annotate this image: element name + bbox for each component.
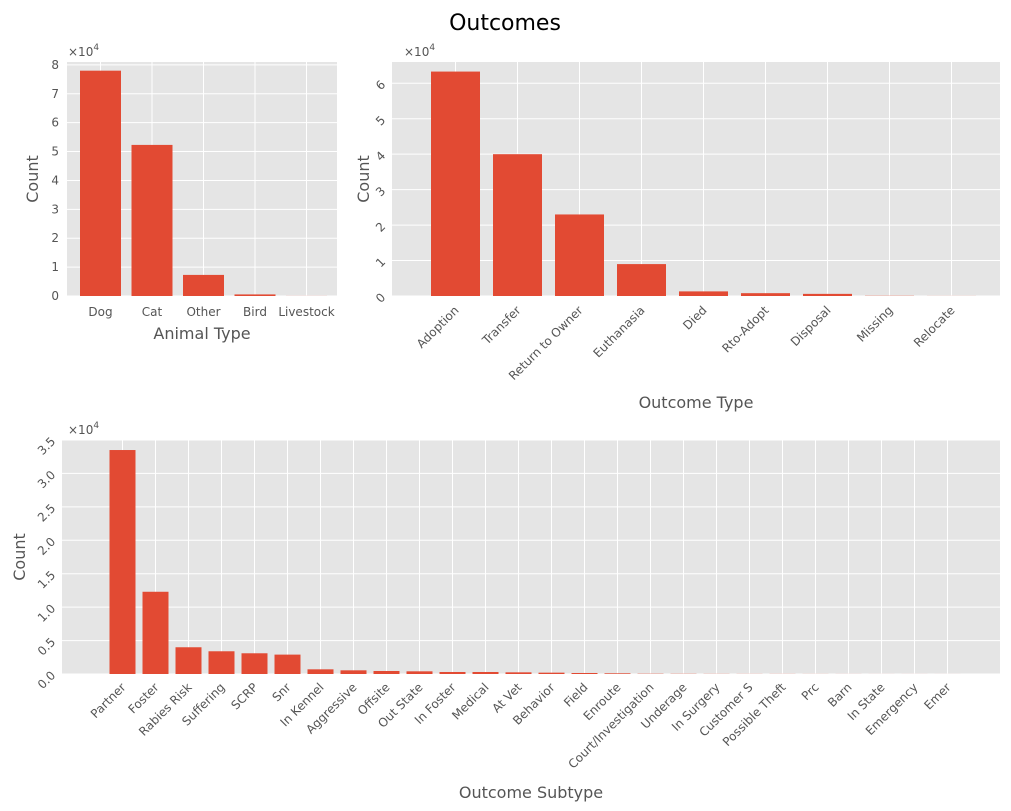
animal-y-tick-label: 0 bbox=[51, 289, 59, 303]
subtype-y-axis-label: Count bbox=[10, 533, 29, 581]
animal-y-axis-label: Count bbox=[23, 155, 42, 203]
outcome-x-tick-label: Rto-Adopt bbox=[719, 303, 772, 356]
outcome-y-axis-label: Count bbox=[354, 155, 373, 203]
subtype-y-tick-label: 0.5 bbox=[35, 635, 58, 658]
subtype-x-tick-label: Emer bbox=[921, 680, 953, 712]
bar-suffering bbox=[208, 651, 235, 674]
bar-transfer bbox=[493, 154, 542, 296]
subtype-y-tick-label: 1.0 bbox=[35, 601, 58, 624]
animal-x-tick-label: Other bbox=[186, 305, 220, 319]
outcome-y-tick-label: 4 bbox=[373, 149, 388, 164]
animal-y-tick-label: 5 bbox=[51, 145, 59, 159]
animal-type-chart: 0 1 2 3 4 5 6 7 8 Dog Cat Other Bird Livestock Animal … bbox=[23, 43, 337, 343]
figure-title: Outcomes bbox=[449, 11, 561, 36]
animal-scale-multiplier: ×104 bbox=[68, 43, 99, 59]
subtype-scale-multiplier: ×104 bbox=[68, 421, 99, 437]
bar-euthanasia bbox=[617, 264, 666, 296]
bar-field bbox=[571, 672, 598, 674]
bar-snr bbox=[274, 654, 301, 674]
bar-offsite bbox=[373, 670, 400, 674]
subtype-y-tick-label: 3.0 bbox=[35, 468, 58, 491]
animal-x-tick-label: Dog bbox=[88, 305, 112, 319]
animal-x-axis-label: Animal Type bbox=[153, 324, 250, 343]
outcome-x-axis-label: Outcome Type bbox=[639, 393, 754, 412]
animal-y-tick-label: 1 bbox=[51, 260, 59, 274]
bar-in-kennel bbox=[307, 669, 334, 674]
bar-died bbox=[679, 291, 728, 296]
subtype-y-tick-label: 2.5 bbox=[35, 501, 58, 524]
outcome-y-tick-label: 6 bbox=[373, 78, 388, 93]
bar-bird bbox=[234, 294, 276, 296]
outcome-x-tick-label: Relocate bbox=[911, 303, 958, 350]
outcome-y-tick-label: 5 bbox=[373, 113, 388, 128]
subtype-x-tick-label: Barn bbox=[825, 680, 855, 710]
bar-behavior bbox=[538, 672, 565, 674]
animal-y-tick-label: 2 bbox=[51, 231, 59, 245]
subtype-x-tick-label: Partner bbox=[88, 680, 129, 721]
bar-aggressive bbox=[340, 670, 367, 674]
subtype-x-tick-label: Prc bbox=[799, 680, 822, 703]
subtype-x-tick-label: SCRP bbox=[228, 680, 260, 712]
subtype-y-tick-label: 2.0 bbox=[35, 535, 58, 558]
bar-at-vet bbox=[505, 672, 532, 674]
animal-y-tick-label: 3 bbox=[51, 202, 59, 216]
outcome-y-tick-label: 1 bbox=[373, 255, 388, 270]
outcome-y-tick-label: 2 bbox=[373, 219, 388, 234]
subtype-x-axis-label: Outcome Subtype bbox=[459, 783, 603, 802]
animal-y-tick-label: 7 bbox=[51, 87, 59, 101]
subtype-plot-area bbox=[62, 440, 1000, 674]
bar-disposal bbox=[803, 293, 852, 296]
outcome-x-tick-label: Transfer bbox=[479, 303, 524, 348]
bar-scrp bbox=[241, 653, 268, 674]
bar-out-state bbox=[406, 671, 433, 674]
subtype-x-tick-label: Medical bbox=[449, 680, 491, 722]
bar-enroute bbox=[604, 673, 631, 674]
animal-y-tick-label: 6 bbox=[51, 116, 59, 130]
bar-rabies-risk bbox=[175, 647, 202, 674]
subtype-y-tick-label: 1.5 bbox=[35, 568, 58, 591]
subtype-y-tick-label: 0.0 bbox=[35, 668, 58, 691]
subtype-x-tick-label: Field bbox=[561, 680, 590, 709]
outcome-subtype-chart: 0.00.51.01.52.02.53.03.5PartnerFosterRab… bbox=[10, 421, 1000, 802]
bar-dog bbox=[80, 70, 121, 297]
subtype-y-tick-label: 3.5 bbox=[35, 434, 58, 457]
outcome-scale-multiplier: ×104 bbox=[404, 43, 435, 59]
bar-foster bbox=[142, 591, 169, 674]
animal-y-tick-label: 4 bbox=[51, 173, 59, 187]
animal-x-tick-label: Cat bbox=[142, 305, 163, 319]
bar-cat bbox=[131, 144, 173, 296]
outcome-y-tick-label: 3 bbox=[373, 184, 388, 199]
bar-in-foster bbox=[439, 671, 466, 674]
bar-rto-adopt bbox=[741, 293, 790, 296]
outcome-y-tick-label: 0 bbox=[373, 290, 388, 305]
bar-return-to-owner bbox=[555, 214, 604, 296]
bar-adoption bbox=[431, 71, 480, 296]
bar-medical bbox=[472, 671, 499, 674]
animal-x-tick-label: Livestock bbox=[278, 305, 334, 319]
outcome-x-tick-label: Disposal bbox=[788, 303, 834, 349]
bar-other bbox=[183, 274, 224, 296]
animal-y-tick-label: 8 bbox=[51, 58, 59, 72]
animal-x-tick-label: Bird bbox=[243, 305, 267, 319]
outcome-x-tick-label: Missing bbox=[854, 303, 896, 345]
outcome-x-tick-label: Adoption bbox=[414, 303, 462, 351]
outcome-x-tick-label: Died bbox=[680, 303, 709, 332]
bar-partner bbox=[109, 450, 136, 674]
outcome-x-tick-label: Euthanasia bbox=[591, 303, 648, 360]
subtype-x-tick-label: Snr bbox=[269, 680, 293, 704]
